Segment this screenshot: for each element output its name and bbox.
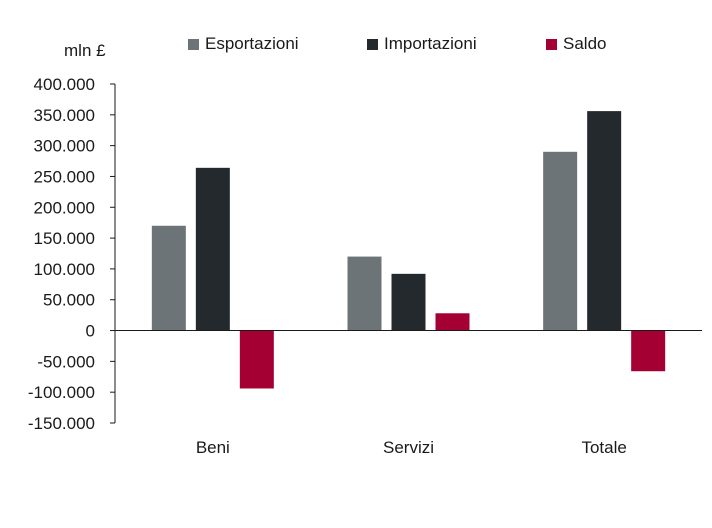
legend-label-esportazioni: Esportazioni — [205, 34, 299, 53]
y-tick-label: -100.000 — [28, 383, 95, 402]
y-tick-label: 50.000 — [43, 291, 95, 310]
bar-saldo-beni — [239, 330, 274, 389]
legend-swatch-saldo — [546, 38, 557, 50]
y-tick-label: 250.000 — [34, 167, 95, 186]
legend-label-saldo: Saldo — [563, 34, 607, 53]
y-tick-label: -150.000 — [28, 414, 95, 433]
bar-importazioni-totale — [587, 111, 622, 331]
bar-esportazioni-totale — [543, 151, 578, 331]
y-axis-unit-label: mln £ — [64, 41, 106, 60]
bar-importazioni-servizi — [391, 273, 426, 331]
y-tick-label: 300.000 — [34, 137, 95, 156]
bar-saldo-servizi — [435, 313, 470, 331]
legend-swatch-importazioni — [367, 38, 378, 50]
bar-saldo-totale — [631, 330, 666, 372]
y-tick-label: 400.000 — [34, 75, 95, 94]
bar-esportazioni-servizi — [347, 256, 382, 331]
legend-label-importazioni: Importazioni — [384, 34, 477, 53]
legend-item-saldo: Saldo — [546, 34, 606, 54]
y-tick-label: -50.000 — [37, 352, 95, 371]
chart-legend: Esportazioni Importazioni Saldo — [0, 34, 712, 56]
x-category-label: Servizi — [383, 438, 434, 457]
legend-item-importazioni: Importazioni — [367, 34, 477, 54]
x-category-label: Totale — [581, 438, 626, 457]
y-tick-label: 0 — [86, 322, 95, 341]
legend-swatch-esportazioni — [188, 38, 199, 50]
bar-esportazioni-beni — [151, 225, 186, 331]
x-category-label: Beni — [196, 438, 230, 457]
y-tick-label: 150.000 — [34, 229, 95, 248]
y-tick-label: 350.000 — [34, 106, 95, 125]
y-tick-label: 100.000 — [34, 260, 95, 279]
bar-importazioni-beni — [195, 167, 230, 331]
legend-item-esportazioni: Esportazioni — [188, 34, 299, 54]
y-tick-label: 200.000 — [34, 198, 95, 217]
